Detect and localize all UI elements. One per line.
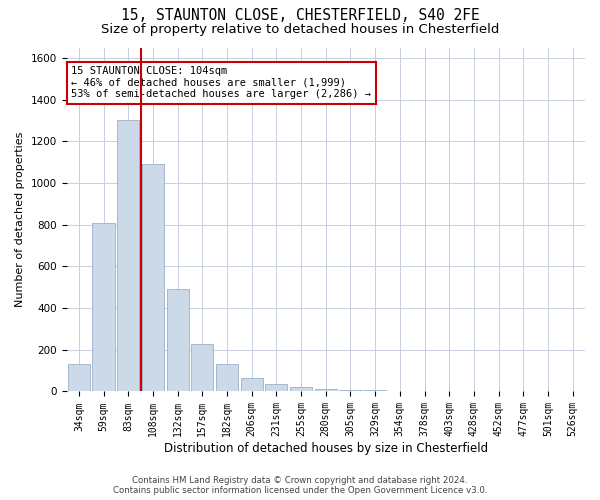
- Bar: [241, 378, 263, 392]
- Bar: [364, 390, 386, 392]
- Bar: [191, 344, 214, 392]
- Bar: [265, 384, 287, 392]
- Bar: [314, 390, 337, 392]
- X-axis label: Distribution of detached houses by size in Chesterfield: Distribution of detached houses by size …: [164, 442, 488, 455]
- Bar: [117, 120, 139, 392]
- Text: 15 STAUNTON CLOSE: 104sqm
← 46% of detached houses are smaller (1,999)
53% of se: 15 STAUNTON CLOSE: 104sqm ← 46% of detac…: [71, 66, 371, 100]
- Bar: [142, 164, 164, 392]
- Y-axis label: Number of detached properties: Number of detached properties: [15, 132, 25, 307]
- Bar: [389, 391, 411, 392]
- Bar: [413, 391, 436, 392]
- Bar: [290, 387, 312, 392]
- Text: Size of property relative to detached houses in Chesterfield: Size of property relative to detached ho…: [101, 22, 499, 36]
- Text: 15, STAUNTON CLOSE, CHESTERFIELD, S40 2FE: 15, STAUNTON CLOSE, CHESTERFIELD, S40 2F…: [121, 8, 479, 22]
- Text: Contains HM Land Registry data © Crown copyright and database right 2024.
Contai: Contains HM Land Registry data © Crown c…: [113, 476, 487, 495]
- Bar: [68, 364, 90, 392]
- Bar: [167, 290, 189, 392]
- Bar: [216, 364, 238, 392]
- Bar: [92, 222, 115, 392]
- Bar: [340, 390, 362, 392]
